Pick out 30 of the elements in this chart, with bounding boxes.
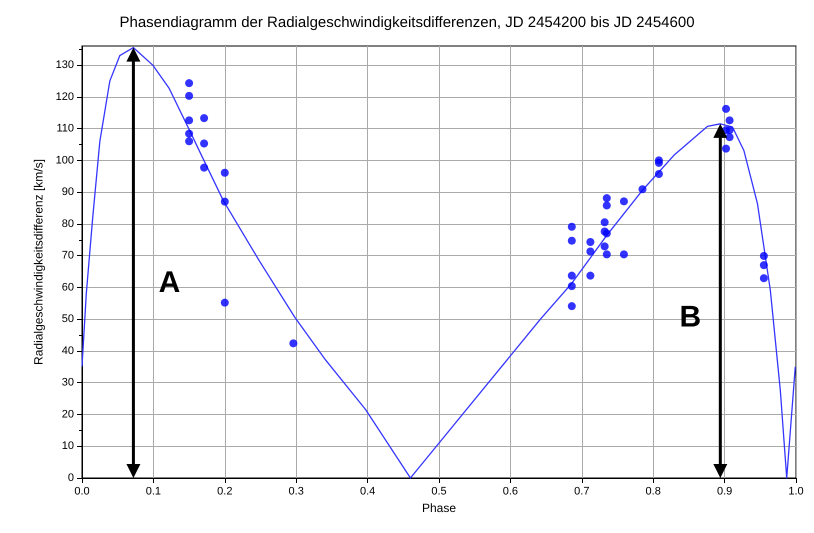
y-tick-label: 90: [62, 186, 74, 198]
x-tick-label: 0.0: [74, 486, 90, 498]
y-tick-label: 130: [56, 59, 74, 72]
annotation: B: [679, 300, 702, 334]
y-tick-label: 20: [62, 408, 74, 420]
y-axis-title: Radialgeschwindigkeitsdifferenz [km/s]: [32, 159, 46, 365]
x-tick-label: 0.9: [716, 486, 732, 498]
y-tick-label: 40: [62, 344, 74, 357]
x-tick-label: 0.6: [502, 486, 518, 498]
chart-title: Phasendiagramm der Radialgeschwindigkeitsdifferenzen, JD 2454200 bis JD 2454600: [119, 14, 695, 31]
y-tick-label: 10: [62, 440, 74, 452]
x-tick-label: 0.3: [288, 486, 304, 498]
x-tick-label: 0.2: [217, 486, 232, 498]
y-tick-label: 50: [62, 313, 74, 326]
y-tick-label: 0: [68, 472, 74, 484]
x-tick-label: 0.5: [431, 486, 447, 498]
x-tick-label: 0.4: [360, 486, 376, 498]
x-tick-label: 0.8: [646, 486, 661, 498]
annotation: A: [158, 266, 180, 300]
y-tick-label: 70: [62, 250, 74, 262]
y-tick-label: 30: [62, 376, 74, 389]
y-tick-label: 110: [56, 122, 74, 135]
y-tick-label: 100: [56, 154, 74, 166]
y-tick-label: 120: [56, 90, 74, 103]
y-tick-label: 80: [62, 218, 74, 230]
x-tick-label: 0.7: [574, 486, 590, 498]
x-tick-label: 1.0: [788, 486, 804, 498]
x-axis-title: Phase: [422, 500, 456, 515]
x-tick-label: 0.1: [146, 486, 162, 498]
y-tick-label: 60: [62, 281, 74, 294]
